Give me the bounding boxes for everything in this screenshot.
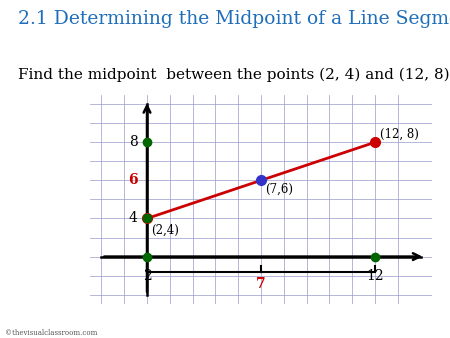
Text: Find the midpoint  between the points (2, 4) and (12, 8): Find the midpoint between the points (2,…: [18, 68, 450, 82]
Text: 7: 7: [256, 277, 266, 291]
Text: 8: 8: [129, 135, 138, 149]
Text: ©thevisualclassroom.com: ©thevisualclassroom.com: [4, 329, 97, 337]
Text: (2,4): (2,4): [152, 224, 180, 237]
Text: (12, 8): (12, 8): [379, 127, 418, 140]
Text: 6: 6: [128, 173, 138, 187]
Text: 4: 4: [129, 212, 138, 225]
Text: 12: 12: [366, 269, 384, 283]
Text: 2: 2: [143, 269, 151, 283]
Text: (7,6): (7,6): [266, 183, 293, 196]
Text: 2.1 Determining the Midpoint of a Line Segment: 2.1 Determining the Midpoint of a Line S…: [18, 10, 450, 28]
